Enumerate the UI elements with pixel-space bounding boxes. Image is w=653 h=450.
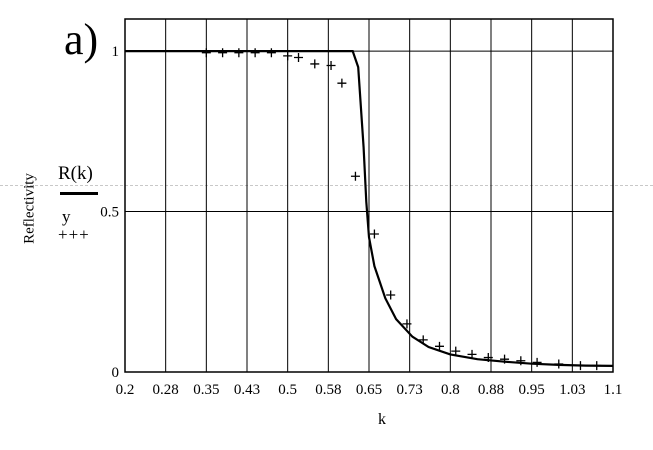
data-point-plus — [201, 48, 211, 58]
data-point-plus — [350, 171, 360, 181]
data-point-plus — [434, 341, 444, 351]
y-tick-label: 0 — [112, 365, 120, 381]
panel-label: a) — [64, 15, 99, 64]
x-tick-label: 0.58 — [315, 382, 341, 398]
data-point-plus — [294, 53, 304, 63]
data-point-plus — [575, 361, 585, 371]
x-tick-label: 0.73 — [397, 382, 423, 398]
data-point-plus — [451, 346, 461, 356]
guide-dashed-line — [0, 185, 653, 186]
series-line-r-of-k — [125, 49, 614, 367]
data-point-plus — [234, 48, 244, 58]
data-point-plus — [554, 359, 564, 369]
data-point-plus — [266, 48, 276, 58]
x-tick-label: 0.43 — [234, 382, 260, 398]
legend-marker-swatch: +++ — [58, 225, 90, 244]
data-point-plus — [386, 290, 396, 300]
legend-marker-label: y — [62, 207, 71, 226]
data-point-plus — [402, 319, 412, 329]
x-tick-label: 1.03 — [559, 382, 585, 398]
data-point-plus — [283, 51, 293, 61]
data-point-plus — [516, 356, 526, 366]
data-point-plus — [337, 78, 347, 88]
x-tick-label: 0.88 — [478, 382, 504, 398]
data-point-plus — [532, 357, 542, 367]
data-point-plus — [418, 335, 428, 345]
data-point-plus — [310, 59, 320, 69]
legend-line-swatch — [60, 192, 98, 195]
x-tick-label: 0.28 — [153, 382, 179, 398]
x-tick-label: 0.95 — [519, 382, 545, 398]
data-point-plus — [500, 354, 510, 364]
x-tick-label: 0.2 — [116, 382, 135, 398]
x-tick-label: 0.65 — [356, 382, 382, 398]
data-point-plus — [592, 361, 602, 371]
x-tick-label: 0.5 — [278, 382, 297, 398]
x-axis-label: k — [378, 411, 386, 428]
legend-line-label: R(k) — [58, 163, 93, 184]
x-tick-label: 0.35 — [193, 382, 219, 398]
x-tick-label: 1.1 — [604, 382, 623, 398]
y-tick-label: 1 — [112, 44, 120, 60]
data-point-plus — [483, 353, 493, 363]
data-point-plus — [467, 349, 477, 359]
data-point-plus — [326, 61, 336, 71]
data-point-plus — [218, 48, 228, 58]
data-point-plus — [369, 229, 379, 239]
y-tick-label: 0.5 — [100, 205, 119, 221]
data-point-plus — [250, 48, 260, 58]
x-tick-label: 0.8 — [441, 382, 460, 398]
